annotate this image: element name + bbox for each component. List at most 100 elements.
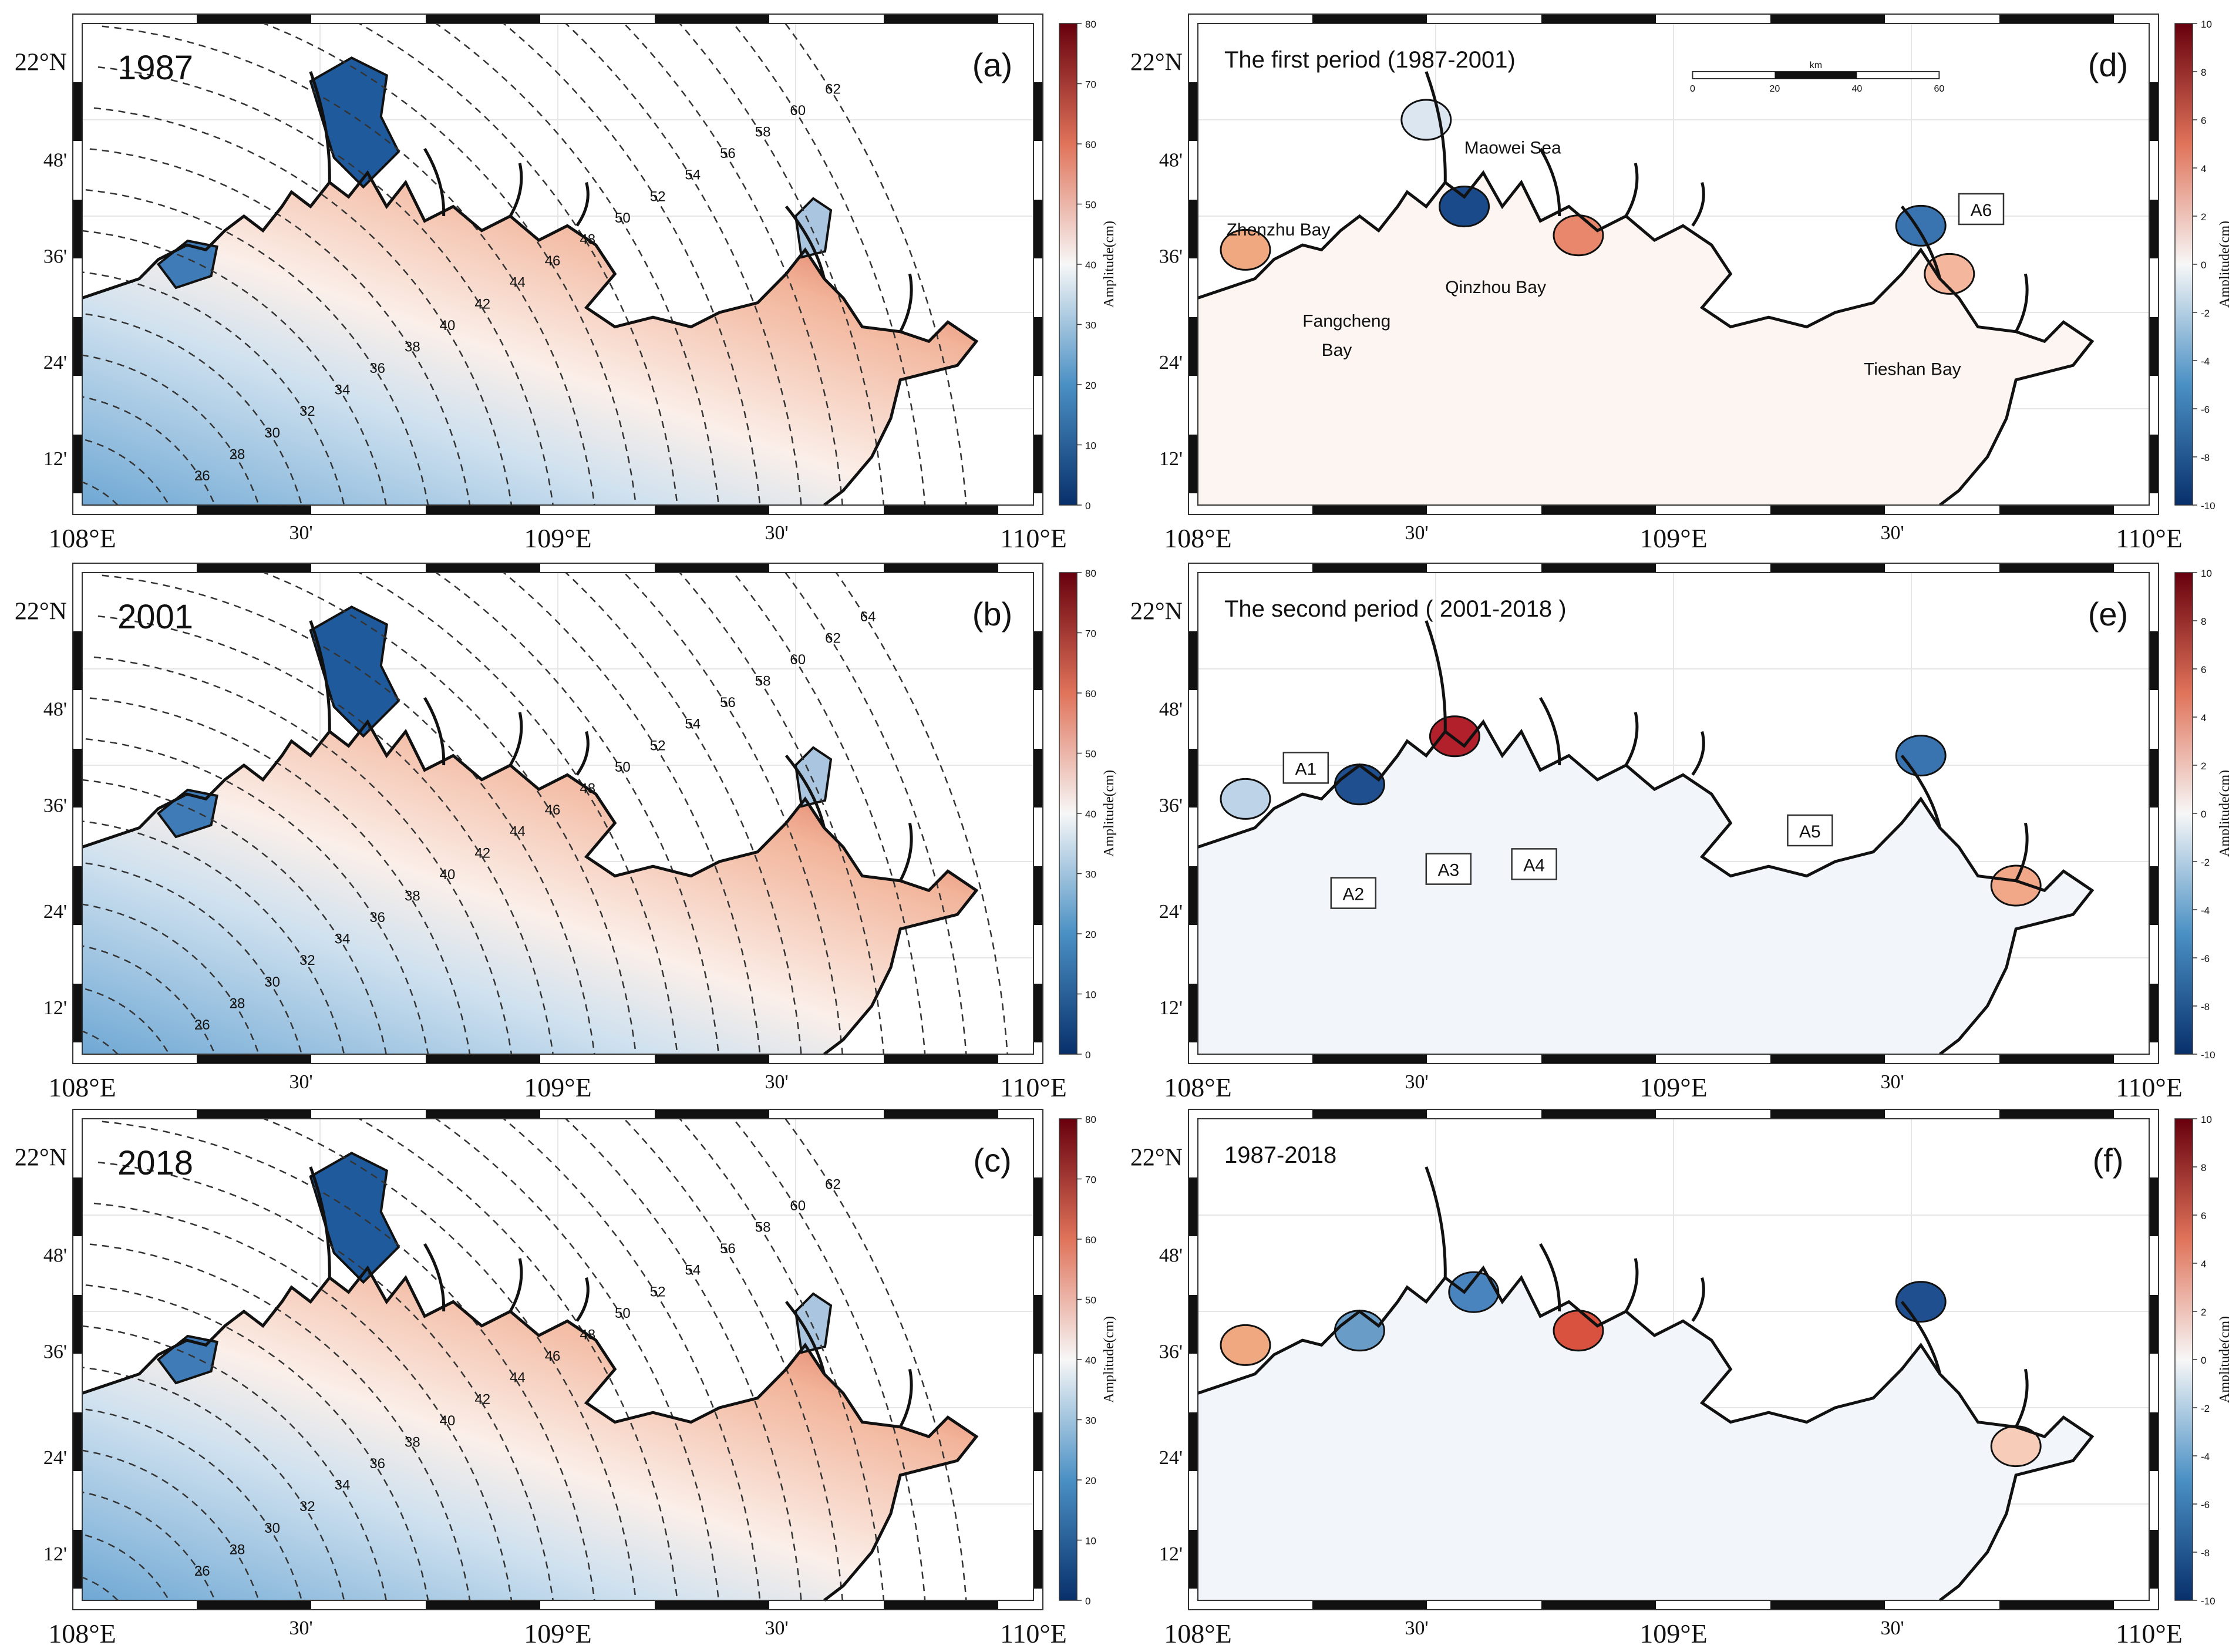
- scale-bar-tick-label: 20: [1770, 84, 1780, 94]
- colorbar-tick-label: 70: [1085, 628, 1096, 640]
- frame-left-segment: [73, 200, 82, 258]
- frame-top-segment: [426, 1109, 540, 1119]
- frame-right-segment: [2149, 1295, 2159, 1354]
- colorbar-title: Amplitude(cm): [2217, 1316, 2229, 1403]
- lat-tick-label: 48': [1159, 1245, 1183, 1267]
- place-label: Qinzhou Bay: [1445, 278, 1546, 297]
- frame-right-segment: [1033, 200, 1043, 258]
- lon-tick-label: 110°E: [1000, 1619, 1067, 1648]
- contour-line: [502, 1119, 761, 1600]
- coastline: [1197, 719, 2095, 1055]
- colorbar-title: Amplitude(cm): [2217, 221, 2229, 308]
- difference-patch: [1220, 778, 1271, 820]
- contour-label: 42: [474, 1391, 490, 1407]
- estuary-line: [509, 712, 523, 766]
- contour-label: 62: [825, 1176, 841, 1192]
- frame-top-segment: [1312, 1109, 1427, 1119]
- lat-tick-label: 36': [43, 1341, 67, 1363]
- frame-bottom-segment: [1312, 505, 1427, 514]
- frame-top-segment: [1999, 14, 2114, 23]
- colorbar-tick-label: 0: [2201, 809, 2206, 820]
- lat-tick-label: 24': [43, 352, 67, 374]
- lat-tick-label: 22°N: [15, 49, 67, 76]
- estuary-line: [1900, 206, 1942, 280]
- contour-line: [835, 573, 1008, 1054]
- place-label: Fangcheng: [1302, 312, 1390, 331]
- frame-right-segment: [2149, 631, 2159, 690]
- frame-right-segment: [2149, 749, 2159, 808]
- contour-label: 36: [369, 1456, 385, 1472]
- difference-field: [1198, 722, 2149, 1054]
- contour-line: [82, 1325, 387, 1600]
- contour-label: 52: [650, 738, 666, 753]
- place-label: Bay: [1322, 341, 1352, 360]
- estuary-line: [575, 731, 590, 776]
- contour-label: 42: [474, 296, 490, 312]
- frame-top-segment: [426, 563, 540, 573]
- estuary-line: [898, 1368, 913, 1428]
- colorbar-tick-label: -10: [2201, 1049, 2215, 1061]
- frame-bottom-segment: [197, 505, 311, 514]
- frame-bottom-segment: [197, 1054, 311, 1064]
- colorbar-tick-label: 30: [1085, 320, 1096, 331]
- lat-tick-label: 36': [43, 795, 67, 817]
- frame-left-segment: [73, 1295, 82, 1354]
- contour-label: 58: [755, 1220, 771, 1236]
- contour-label: 30: [264, 425, 280, 441]
- frame-top-segment: [655, 563, 769, 573]
- colorbar-tick-label: 6: [2201, 115, 2206, 126]
- lon-tick-label: 30': [289, 1071, 313, 1093]
- tieshan-bay-fill: [794, 1292, 833, 1354]
- colorbar-tick-label: 0: [1085, 500, 1090, 512]
- difference-patch: [1220, 228, 1271, 271]
- colorbar-tick-label: -10: [2201, 1596, 2215, 1607]
- panel-title: The second period ( 2001-2018 ): [1224, 596, 1567, 622]
- contour-label: 38: [405, 888, 420, 904]
- colorbar-tick-label: 10: [2201, 19, 2212, 30]
- boxed-label: A1: [1295, 759, 1316, 779]
- contour-label: 44: [510, 1370, 526, 1386]
- colorbar-tick-label: 30: [1085, 1415, 1096, 1426]
- frame-top-segment: [197, 14, 311, 23]
- lon-tick-label: 108°E: [48, 523, 116, 553]
- estuary-line: [309, 620, 331, 732]
- colorbar: [1059, 23, 1078, 506]
- contour-label: 62: [825, 630, 841, 646]
- maowei-sea-fill: [309, 56, 400, 189]
- estuary-line: [898, 273, 913, 332]
- lat-tick-label: 22°N: [1130, 49, 1183, 76]
- colorbar-tick-label: 4: [2201, 1259, 2206, 1270]
- lon-tick-label: 30': [765, 1617, 789, 1639]
- estuary-line: [784, 755, 826, 829]
- colorbar-tick-label: -10: [2201, 500, 2215, 512]
- lon-tick-label: 110°E: [2116, 523, 2183, 553]
- lon-tick-label: 110°E: [1000, 523, 1067, 553]
- frame-right-segment: [2149, 200, 2159, 258]
- contour-line: [82, 862, 302, 1054]
- contour-line: [82, 1491, 216, 1600]
- frame-right-segment: [1033, 749, 1043, 808]
- lon-tick-label: 109°E: [1639, 523, 1708, 553]
- contour-label: 50: [615, 759, 631, 775]
- lat-tick-label: 12': [1159, 997, 1183, 1019]
- lon-tick-label: 108°E: [1164, 1072, 1232, 1102]
- lon-tick-label: 30': [1881, 1617, 1904, 1639]
- estuary-line: [1900, 755, 1942, 829]
- colorbar: [2174, 1118, 2193, 1601]
- scale-bar-tick-label: 40: [1852, 84, 1863, 94]
- tieshan-bay-fill: [794, 746, 833, 808]
- difference-patch: [1553, 214, 1604, 257]
- contour-label: 42: [474, 845, 490, 861]
- frame-bottom-segment: [1999, 1600, 2114, 1610]
- colorbar-tick-label: 2: [2201, 211, 2206, 223]
- estuary-line: [1425, 620, 1447, 732]
- map-outline: [1197, 23, 2150, 506]
- contour-label: 26: [194, 1017, 210, 1033]
- difference-patch: [1990, 864, 2042, 907]
- frame-left-segment: [73, 1412, 82, 1471]
- lat-tick-label: 24': [1159, 901, 1183, 923]
- frame-top-segment: [426, 14, 540, 23]
- contour-label: 56: [720, 146, 736, 162]
- contour-label: 26: [194, 1563, 210, 1579]
